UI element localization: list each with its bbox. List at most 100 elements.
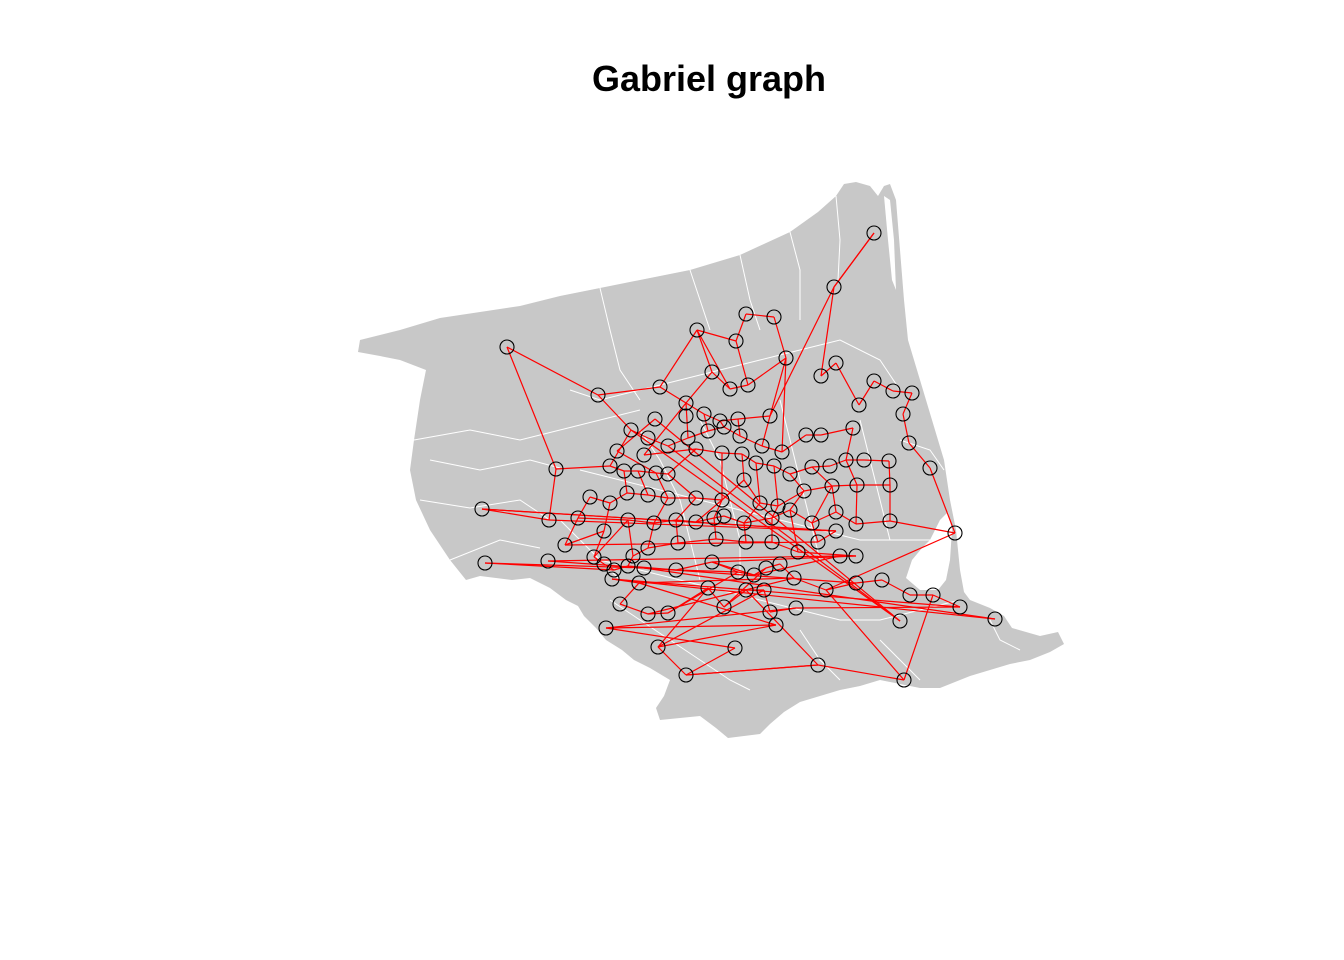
graph-edge — [779, 563, 795, 579]
plot-title: Gabriel graph — [591, 58, 827, 99]
graph-edge — [647, 522, 655, 549]
graph-edge — [759, 502, 779, 507]
graph-edge — [659, 386, 687, 404]
graph-node — [670, 535, 686, 551]
graph-edge — [735, 313, 747, 342]
graph-edge — [605, 627, 736, 649]
graph-node — [736, 472, 752, 488]
graph-edge — [667, 437, 689, 447]
graph-node — [826, 279, 842, 295]
graph-edge — [638, 577, 795, 584]
graph-node — [736, 515, 752, 531]
graph-node — [774, 444, 790, 460]
graph-edge — [654, 418, 901, 622]
graph-edge — [675, 561, 713, 571]
graph-node — [647, 411, 663, 427]
graph-node — [704, 554, 720, 570]
graph-edge — [811, 465, 831, 468]
graph-node — [740, 377, 756, 393]
graph-edge — [627, 565, 677, 571]
graph-edge — [703, 413, 721, 422]
graph-node — [602, 495, 618, 511]
graph-edge — [820, 286, 835, 377]
graph-edge — [763, 589, 771, 613]
graph-edge — [623, 470, 628, 494]
graph-node — [630, 463, 646, 479]
graph-node — [688, 514, 704, 530]
graph-edge — [647, 494, 669, 499]
graph-edge — [789, 509, 813, 524]
graph-edge — [564, 517, 579, 546]
graph-node — [822, 458, 838, 474]
graph-edge — [657, 587, 709, 648]
graph-edge — [564, 541, 819, 546]
graph-node — [768, 617, 784, 633]
graph-edge — [855, 579, 883, 584]
graph-edge — [811, 511, 837, 524]
graph-edge — [685, 402, 705, 415]
graph-node — [828, 523, 844, 539]
graph-node — [832, 548, 848, 564]
graph-node — [752, 495, 768, 511]
graph-edge — [737, 415, 771, 420]
graph-edge — [484, 562, 645, 569]
graph-edge — [855, 520, 891, 525]
graph-edge — [773, 465, 791, 475]
graph-node — [652, 379, 668, 395]
graph-node — [866, 373, 882, 389]
graph-node — [648, 465, 664, 481]
graph-edge — [881, 579, 911, 596]
graph-node — [609, 443, 625, 459]
graph-edge — [593, 530, 605, 558]
graph-edge — [747, 357, 787, 386]
graph-node — [746, 567, 762, 583]
graph-edge — [755, 462, 775, 467]
graph-edge — [713, 499, 723, 519]
graph-node — [813, 427, 829, 443]
graph-node — [881, 453, 897, 469]
graph-node — [798, 427, 814, 443]
graph-node — [660, 605, 676, 621]
graph-edge — [825, 532, 956, 591]
graph-node — [688, 490, 704, 506]
graph-edge — [506, 346, 599, 396]
lagoon — [906, 512, 952, 590]
graph-edge — [803, 485, 833, 492]
graph-node — [540, 553, 556, 569]
graph-edge — [593, 519, 629, 558]
graph-node — [882, 477, 898, 493]
graph-edge — [605, 607, 797, 629]
graph-edge — [647, 612, 669, 615]
graph-edge — [547, 555, 841, 562]
graph-edge — [811, 522, 819, 543]
graph-edge — [781, 357, 787, 453]
graph-edge — [833, 232, 875, 288]
graph-edge — [863, 459, 890, 462]
graph-edge — [609, 492, 628, 504]
graph-edge — [655, 472, 669, 499]
graph-edge — [506, 346, 557, 470]
graph-edge — [781, 434, 807, 453]
graph-node — [730, 411, 746, 427]
graph-node — [640, 430, 656, 446]
graph-node — [650, 639, 666, 655]
graph-node — [987, 611, 1003, 627]
graph-node — [758, 560, 774, 576]
graph-edge — [743, 502, 761, 524]
graph-node — [706, 510, 722, 526]
graph-node — [668, 512, 684, 528]
graph-node — [901, 435, 917, 451]
graph-node — [818, 582, 834, 598]
graph-node — [828, 504, 844, 520]
graph-edge — [659, 329, 698, 388]
graph-edge — [741, 453, 757, 464]
graph-node — [590, 387, 606, 403]
graph-node — [623, 422, 639, 438]
graph-node — [766, 458, 782, 474]
graph-node — [598, 620, 614, 636]
graph-node — [922, 460, 938, 476]
graph-node — [722, 381, 738, 397]
graph-edge — [677, 538, 717, 544]
graph-edge — [630, 429, 901, 622]
graph-edge — [739, 435, 763, 447]
